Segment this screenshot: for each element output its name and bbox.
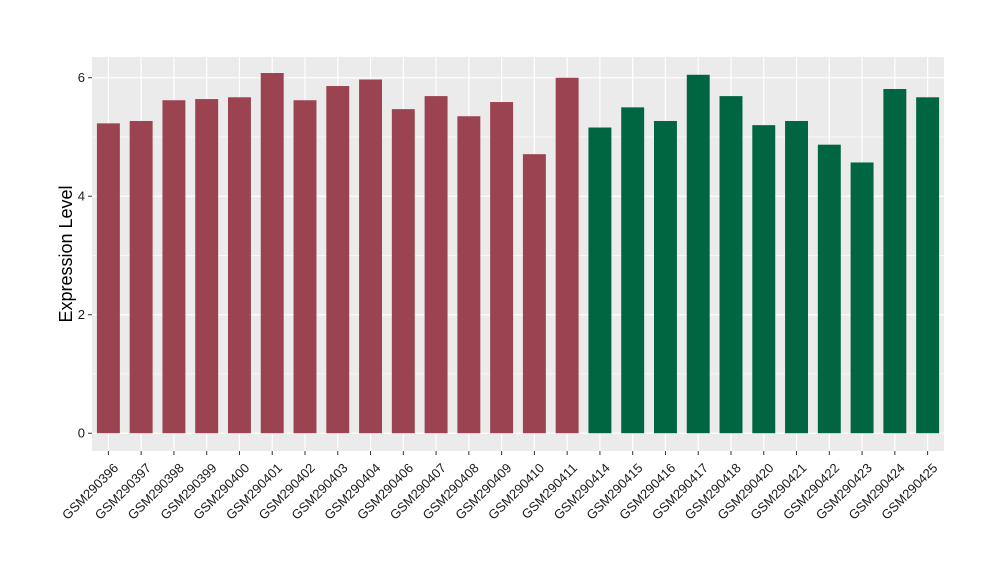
bar-gsm290409 bbox=[490, 102, 514, 434]
y-axis-title: Expression Level bbox=[56, 185, 76, 322]
bar-gsm290416 bbox=[653, 120, 677, 434]
bars bbox=[96, 73, 940, 434]
y-tick-label: 0 bbox=[78, 426, 85, 441]
bar-gsm290417 bbox=[686, 74, 710, 434]
bar-gsm290396 bbox=[96, 123, 120, 434]
bar-gsm290406 bbox=[391, 109, 415, 434]
bar-gsm290407 bbox=[424, 96, 448, 434]
plot-panel bbox=[92, 57, 944, 451]
bar-gsm290408 bbox=[457, 116, 481, 434]
bar-gsm290398 bbox=[162, 100, 186, 434]
bar-gsm290401 bbox=[260, 73, 284, 434]
bar-gsm290410 bbox=[522, 154, 546, 434]
bar-gsm290422 bbox=[817, 144, 841, 434]
y-tick-label: 2 bbox=[78, 307, 85, 322]
bar-gsm290421 bbox=[785, 120, 809, 434]
bar-gsm290418 bbox=[719, 96, 743, 434]
bar-gsm290403 bbox=[326, 86, 350, 434]
bar-gsm290397 bbox=[129, 120, 153, 434]
bar-gsm290423 bbox=[850, 162, 874, 434]
bar-gsm290424 bbox=[883, 88, 907, 434]
bar-gsm290414 bbox=[588, 127, 612, 434]
x-axis: GSM290396GSM290397GSM290398GSM290399GSM2… bbox=[59, 451, 941, 523]
bar-gsm290415 bbox=[621, 107, 645, 434]
bar-gsm290404 bbox=[359, 79, 383, 434]
bar-gsm290425 bbox=[916, 97, 940, 434]
y-tick-label: 6 bbox=[78, 70, 85, 85]
bar-gsm290399 bbox=[195, 99, 219, 434]
y-axis: 0 2 4 6 bbox=[78, 70, 92, 441]
bar-gsm290400 bbox=[227, 97, 251, 434]
y-tick-label: 4 bbox=[78, 189, 85, 204]
bar-gsm290411 bbox=[555, 77, 579, 434]
bar-gsm290420 bbox=[752, 125, 776, 434]
bar-gsm290402 bbox=[293, 100, 317, 434]
